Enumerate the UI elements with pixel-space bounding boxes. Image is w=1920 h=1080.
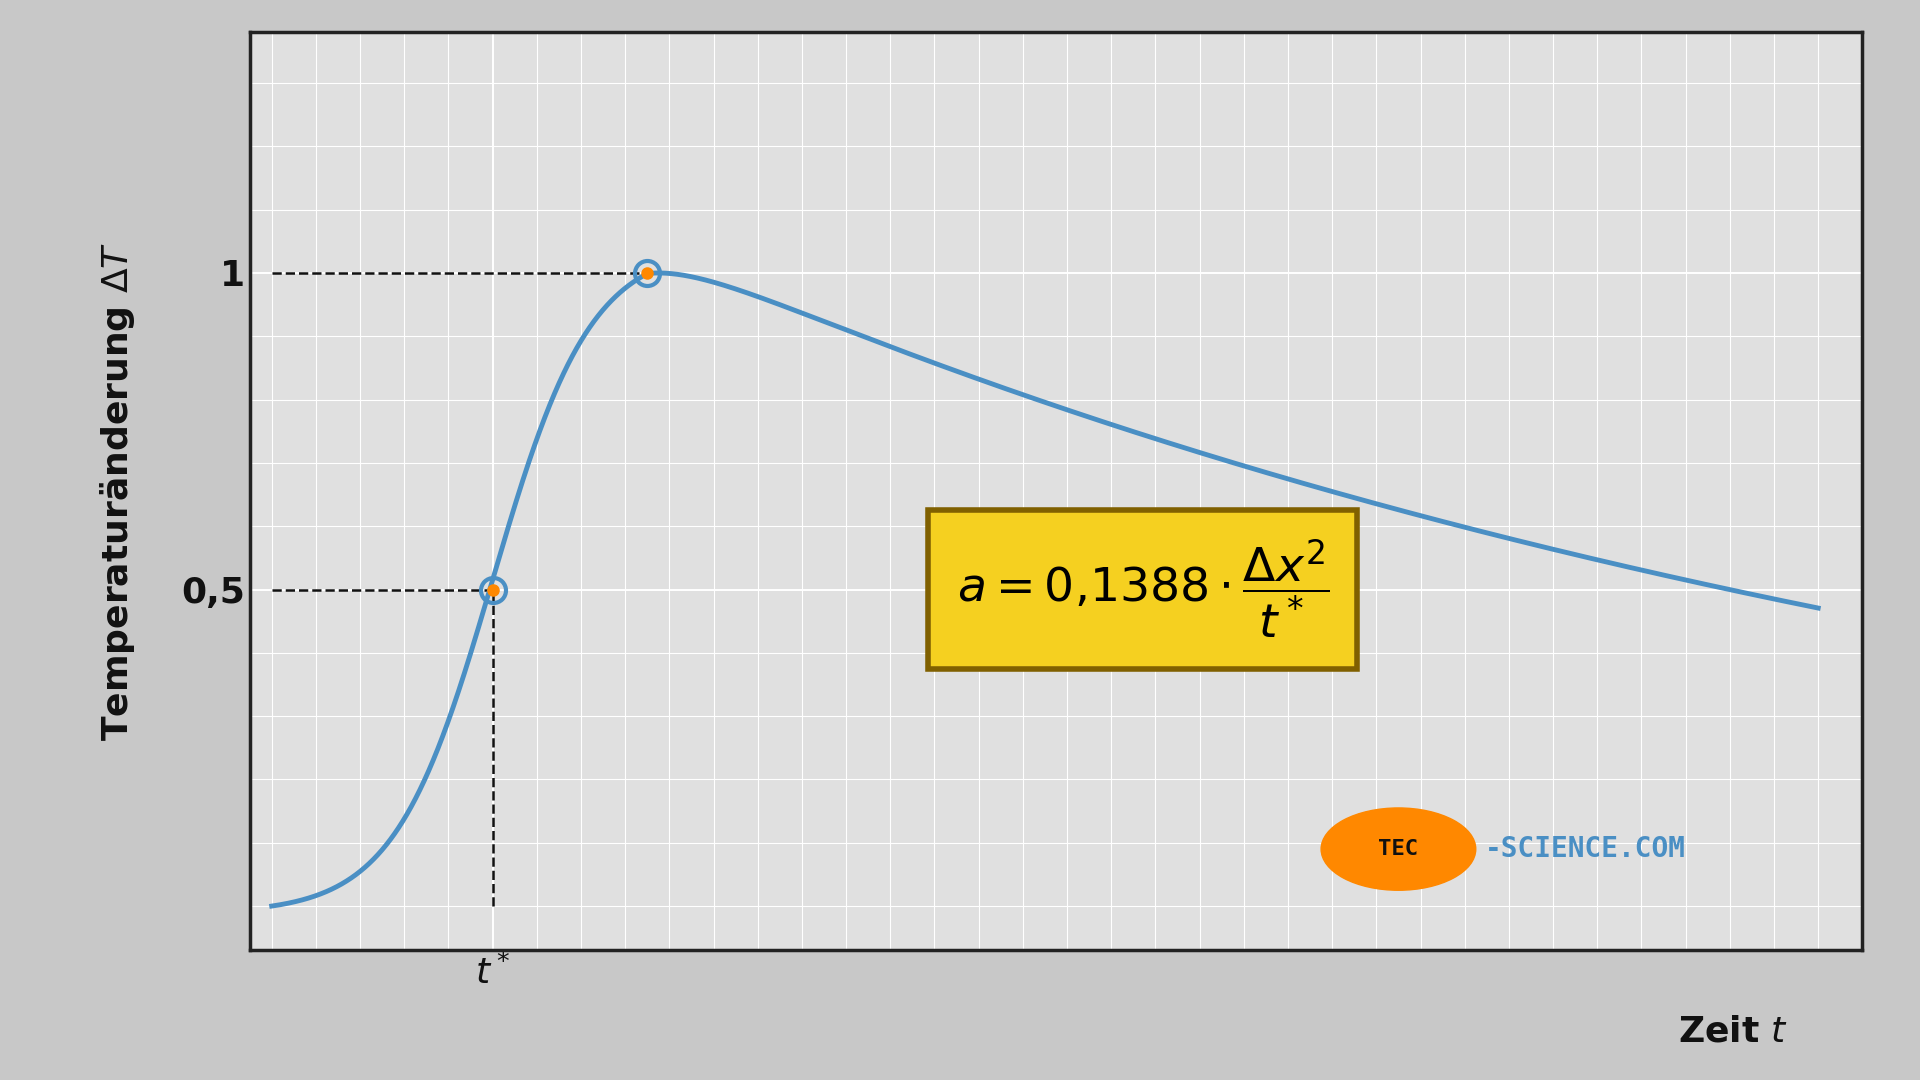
Text: TEC: TEC (1379, 839, 1419, 859)
X-axis label: Zeit $t$: Zeit $t$ (1678, 1015, 1788, 1049)
Text: $a{=}0{,}1388\cdot\dfrac{\Delta x^2}{t^*}$: $a{=}0{,}1388\cdot\dfrac{\Delta x^2}{t^*… (956, 538, 1329, 642)
Text: -SCIENCE.COM: -SCIENCE.COM (1484, 835, 1686, 863)
Y-axis label: Temperaturänderung $\Delta T$: Temperaturänderung $\Delta T$ (98, 242, 136, 741)
Ellipse shape (1321, 808, 1476, 890)
